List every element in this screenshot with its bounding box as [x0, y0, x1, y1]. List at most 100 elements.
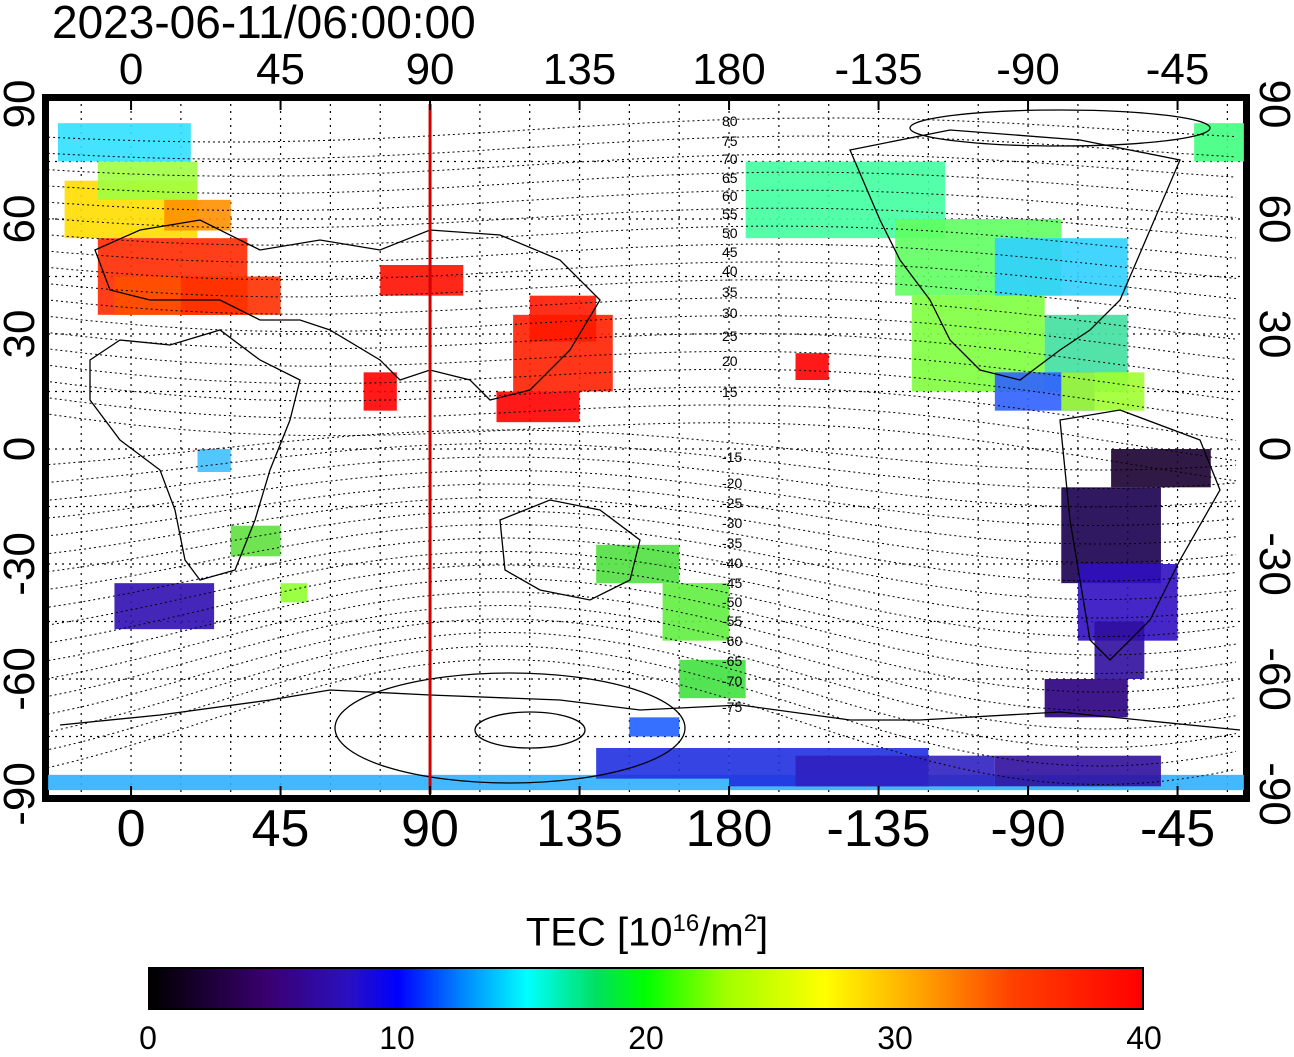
colorbar-tick-label: 10 — [379, 1020, 415, 1056]
colorbar-tick-label: 20 — [628, 1020, 664, 1056]
tec-patch — [795, 353, 829, 380]
right-latitude-labels: 90 60 30 0 -30 -60 -90 — [1250, 80, 1294, 826]
coastline — [1059, 409, 1221, 661]
lon-tick-label: -45 — [1146, 45, 1210, 94]
contour-line — [47, 380, 1237, 441]
tec-patch — [380, 265, 464, 296]
tec-data-layer — [48, 123, 1244, 791]
tec-patch — [679, 659, 746, 699]
contour-line — [47, 510, 1237, 582]
contour-label: -15 — [722, 449, 742, 465]
contour-label: -40 — [722, 555, 742, 571]
tec-colorbar — [148, 967, 1144, 1010]
colorbar-tick-label: 30 — [877, 1020, 913, 1056]
contour-line — [47, 429, 1237, 471]
contour-label: 50 — [722, 225, 738, 241]
contour-line — [47, 297, 1237, 340]
tec-patch — [496, 391, 580, 423]
contour-line — [47, 550, 1237, 637]
tec-patch — [57, 123, 191, 162]
tec-patch — [164, 199, 231, 231]
contour-line — [47, 315, 1237, 360]
contour-line — [47, 261, 1237, 300]
contour-label: 30 — [722, 305, 738, 321]
lat-tick-label: -90 — [0, 762, 44, 826]
lon-tick-label: -135 — [827, 800, 931, 858]
contour-line — [47, 135, 1237, 160]
contour-label: 75 — [722, 133, 738, 149]
tec-patch — [97, 161, 198, 200]
tec-patch — [629, 717, 680, 737]
contour-label: -35 — [722, 535, 742, 551]
tec-patch — [1194, 123, 1244, 162]
contour-line — [47, 443, 1237, 489]
contour-label: -60 — [722, 633, 742, 649]
contour-label: -70 — [722, 673, 742, 689]
tec-patch — [994, 238, 1128, 296]
lon-tick-label: -90 — [990, 800, 1065, 858]
tec-patch — [180, 276, 281, 315]
tec-patch — [1111, 449, 1211, 488]
contour-line — [47, 577, 1237, 674]
lat-tick-label: 0 — [0, 437, 44, 461]
coastline — [499, 499, 641, 601]
tec-map: 80 75 70 65 60 55 50 45 40 35 30 25 20 15 -15 -20 -25 -30… — [0, 45, 1294, 858]
lat-tick-label: -60 — [0, 647, 44, 711]
lat-tick-label: 90 — [0, 80, 44, 129]
colorbar-tick-label: 40 — [1126, 1020, 1162, 1056]
contour-line — [47, 537, 1237, 619]
lon-tick-label: -90 — [996, 45, 1060, 94]
lat-tick-label: -30 — [0, 532, 44, 596]
contour-label: 25 — [722, 328, 738, 344]
contour-line — [47, 207, 1237, 239]
contour-label: -25 — [722, 495, 742, 511]
contour-label: 65 — [722, 170, 738, 186]
contour-line — [47, 153, 1237, 178]
lat-tick-label: 30 — [0, 310, 44, 359]
coastline — [59, 689, 1241, 731]
lon-tick-label: -135 — [835, 45, 923, 94]
left-axis-bar — [42, 94, 48, 802]
magnetic-contours — [47, 109, 1237, 786]
lon-tick-label: 135 — [536, 800, 623, 858]
tec-patch — [230, 525, 281, 557]
pole-contour — [909, 109, 1211, 147]
tec-patch — [596, 748, 730, 779]
contour-line — [47, 497, 1237, 563]
contour-label: -65 — [722, 653, 742, 669]
top-longitude-labels: 0 45 90 135 180 -135 -90 -45 — [119, 45, 1210, 110]
colorbar-tick-label: 0 — [139, 1020, 157, 1056]
coastlines — [59, 129, 1241, 731]
contour-line — [47, 348, 1237, 401]
top-axis-bar — [48, 94, 1244, 100]
contour-label: 45 — [722, 244, 738, 260]
contour-label: 70 — [722, 151, 738, 167]
contour-label: 35 — [722, 284, 738, 300]
bottom-axis-bar — [48, 796, 1244, 802]
tec-patch — [994, 755, 1161, 787]
lat-tick-label: -90 — [1250, 762, 1294, 826]
lon-tick-label: 90 — [406, 45, 455, 94]
contour-label: 80 — [722, 113, 738, 129]
tec-patch — [1044, 679, 1128, 718]
map-title: 2023-06-11/06:00:00 — [52, 0, 476, 48]
contour-line — [47, 658, 1237, 786]
coastline — [849, 129, 1181, 381]
tec-patch — [280, 583, 308, 603]
contour-line — [47, 470, 1237, 526]
contour-line — [47, 364, 1237, 421]
tec-patch — [662, 583, 730, 641]
lon-tick-label: 0 — [119, 45, 143, 94]
contour-label: 20 — [722, 353, 738, 369]
contour-line — [47, 564, 1237, 656]
lon-tick-label: 135 — [543, 45, 616, 94]
bottom-longitude-labels: 0 45 90 135 180 -135 -90 -45 — [117, 786, 1215, 858]
contour-line — [47, 618, 1237, 730]
lat-tick-label: -60 — [1250, 647, 1294, 711]
tec-patch — [197, 449, 231, 472]
pole-contour — [334, 672, 686, 784]
lat-tick-label: 30 — [1250, 310, 1294, 359]
lon-tick-label: 180 — [686, 800, 773, 858]
contour-line — [47, 243, 1237, 279]
contour-line — [47, 523, 1237, 600]
